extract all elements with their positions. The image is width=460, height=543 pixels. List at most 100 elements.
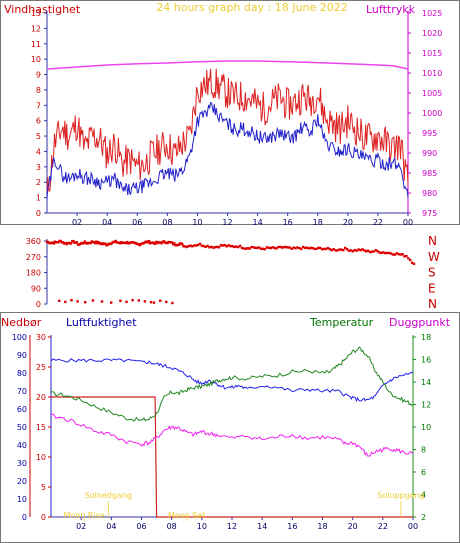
direction-point-north (84, 301, 87, 304)
direction-point (290, 247, 293, 250)
annotation-label: Solnedgang (85, 491, 132, 500)
direction-point (194, 244, 198, 247)
direction-point (259, 247, 263, 250)
direction-point (173, 242, 176, 245)
chart3-x-tick-label: 20 (348, 522, 358, 531)
temperature-y-tick-label: 6 (421, 468, 426, 477)
direction-point (384, 251, 387, 255)
wind-y-tick-label: 13 (31, 9, 41, 18)
direction-point (144, 240, 147, 244)
wind-y-tick-label: 1 (36, 194, 41, 203)
direction-point (409, 258, 412, 262)
direction-point (324, 247, 328, 251)
rain-y-tick-label: 30 (36, 333, 46, 342)
direction-point (269, 246, 272, 250)
direction-point (250, 245, 253, 249)
direction-point (267, 246, 270, 249)
direction-point-north (76, 300, 79, 303)
direction-point (202, 244, 205, 248)
direction-point (104, 242, 107, 246)
direction-point (313, 247, 316, 251)
humidity-line (50, 358, 414, 403)
pressure-y-tick-label: 1025 (422, 9, 442, 18)
direction-point (332, 248, 335, 251)
temperature-y-tick-label: 14 (421, 378, 431, 387)
direction-point-north (137, 299, 140, 302)
direction-point (344, 246, 347, 250)
chart1-x-tick-label: 08 (162, 218, 172, 225)
direction-point (280, 246, 284, 249)
direction-point (298, 246, 301, 250)
direction-point (69, 242, 73, 245)
direction-point (407, 257, 410, 260)
rain-y-tick-label: 10 (36, 453, 46, 462)
wind-y-tick-label: 3 (36, 163, 41, 172)
wind-y-tick-label: 6 (36, 117, 41, 126)
direction-point (349, 249, 353, 252)
humidity-y-tick-label: 60 (17, 405, 27, 414)
direction-point-north (100, 300, 104, 303)
wind-y-tick-label: 10 (31, 55, 41, 64)
direction-point (328, 247, 332, 251)
direction-point (240, 246, 244, 250)
wind-y-tick-label: 2 (36, 178, 41, 187)
temperature-y-tick-label: 10 (421, 423, 431, 432)
direction-point (388, 251, 391, 255)
pressure-y-tick-label: 980 (422, 189, 437, 198)
direction-y-tick-label: 180 (26, 269, 41, 278)
direction-point (275, 247, 278, 250)
humidity-y-tick-label: 40 (17, 441, 27, 450)
direction-point-north (149, 301, 153, 304)
direction-point (376, 250, 379, 253)
direction-point (288, 246, 291, 249)
direction-point (378, 251, 381, 254)
direction-point-north (125, 300, 128, 304)
direction-point (181, 243, 184, 246)
direction-point (317, 246, 320, 249)
wind-speed-axis-label: Vindhastighet (4, 3, 81, 16)
direction-point (198, 242, 202, 246)
direction-point (191, 245, 194, 248)
humidity-y-tick-label: 80 (17, 369, 27, 378)
direction-point (153, 242, 156, 245)
rain-y-tick-label: 15 (36, 423, 46, 432)
chart1-x-tick-label: 20 (343, 218, 353, 225)
direction-point-north (70, 299, 73, 302)
direction-point (89, 241, 92, 245)
direction-point (315, 247, 318, 251)
direction-point (301, 245, 305, 249)
chart1-x-tick-label: 16 (283, 218, 293, 225)
humidity-y-tick-label: 10 (17, 495, 27, 504)
direction-point (370, 250, 374, 253)
direction-point (365, 250, 368, 253)
chart3-x-tick-label: 22 (378, 522, 388, 531)
humidity-y-tick-label: 20 (17, 477, 27, 486)
direction-point (170, 241, 174, 244)
humidity-y-tick-label: 30 (17, 459, 27, 468)
chart1-x-tick-label: 12 (222, 218, 232, 225)
direction-point-north (143, 300, 147, 303)
direction-point (75, 241, 78, 244)
pressure-y-tick-label: 975 (422, 209, 437, 218)
rain-axis-label: Nedbør (1, 316, 42, 329)
direction-point (340, 248, 343, 251)
direction-point (286, 246, 289, 249)
wind-y-tick-label: 7 (36, 101, 41, 110)
temperature-y-tick-label: 16 (421, 356, 431, 365)
direction-point (282, 245, 286, 249)
direction-point (296, 246, 299, 249)
direction-point (126, 240, 129, 244)
temperature-line (50, 346, 414, 422)
rain-y-tick-label: 25 (36, 363, 46, 372)
direction-point (210, 245, 213, 249)
direction-point (68, 242, 72, 245)
direction-point (147, 239, 151, 243)
direction-point (353, 248, 356, 252)
direction-point (214, 246, 217, 249)
direction-point (94, 241, 97, 245)
dewpoint-axis-label: Duggpunkt (389, 316, 451, 329)
pressure-y-tick-label: 1020 (422, 29, 442, 38)
direction-point (345, 248, 349, 251)
